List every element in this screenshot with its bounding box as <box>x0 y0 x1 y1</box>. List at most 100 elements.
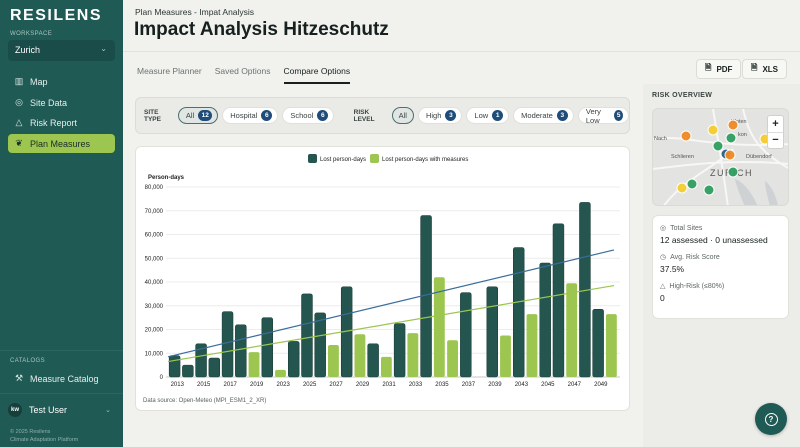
legend-swatch <box>370 154 379 163</box>
map-lake <box>765 181 778 205</box>
file-icon: 🗎 <box>751 63 758 72</box>
map-canvas[interactable]: KlotenNachSchlierenDübendorfZURICHkon <box>653 109 789 206</box>
filter-chip-site-all[interactable]: All 12 <box>177 107 219 124</box>
data-source: Data source: Open-Meteo (MPI_ESM1_2_XR) <box>143 398 267 404</box>
gauge-icon: ◷ <box>660 254 667 261</box>
help-icon: ? <box>764 412 778 426</box>
map-road <box>653 136 788 147</box>
sidebar-item-site-data[interactable]: ◎ Site Data <box>8 93 115 112</box>
bar-lost-person-days <box>460 292 472 378</box>
bar-lost-person-days <box>195 343 207 378</box>
filter-chip-moderate[interactable]: Moderate 3 <box>513 107 574 124</box>
y-tick-label: 20,000 <box>145 328 164 334</box>
stat-label-text: High-Risk (≤80%) <box>669 282 725 290</box>
map-place-label: Schlieren <box>671 154 694 160</box>
bar-lost-person-days <box>513 247 525 378</box>
x-tick-label: 2023 <box>276 382 290 388</box>
filter-chip-risk-all[interactable]: All <box>391 107 414 124</box>
map-marker-very-low <box>712 140 724 152</box>
chip-label: High <box>425 111 442 120</box>
bar-lost-person-days <box>393 323 406 378</box>
avatar: kw <box>8 403 22 417</box>
tagline: Climate Adaptation Platform <box>10 437 79 443</box>
workspace-select[interactable]: Zurich ⌄ <box>8 40 115 61</box>
export-xls-button[interactable]: 🗎 XLS <box>742 59 787 79</box>
y-tick-label: 80,000 <box>145 185 164 191</box>
chip-label: All <box>185 111 195 120</box>
y-axis-label: Person-days <box>148 175 185 181</box>
zoom-in-button[interactable]: + <box>772 117 779 130</box>
x-tick-label: 2017 <box>224 382 238 388</box>
bar-with-measures <box>500 335 511 377</box>
target-icon: ◎ <box>660 225 667 232</box>
chart-card: 0 10,000 20,000 30,000 40,000 50,000 60,000 70,… <box>135 146 630 411</box>
user-menu[interactable]: kw Test User ⌄ <box>8 401 115 419</box>
map-place-label: Nach <box>654 136 667 142</box>
map-marker-very-low <box>703 184 715 196</box>
sidebar-item-label: Measure Catalog <box>30 373 99 384</box>
map-marker-very-low <box>686 178 698 190</box>
export-pdf-button[interactable]: 🗎 PDF <box>696 59 742 79</box>
chip-label: Very Low <box>585 106 601 125</box>
sidebar-item-label: Map <box>30 76 48 87</box>
x-tick-label: 2035 <box>435 382 449 388</box>
count-badge: 12 <box>198 110 213 121</box>
sidebar-item-plan-measures[interactable]: ❦ Plan Measures <box>8 134 115 153</box>
tab-saved-options[interactable]: Saved Options <box>214 66 271 76</box>
user-name: Test User <box>29 405 68 415</box>
filter-chip-low[interactable]: Low 1 <box>466 107 510 124</box>
sidebar-item-risk-report[interactable]: △ Risk Report <box>8 113 115 132</box>
workspace-label: WORKSPACE <box>10 31 53 37</box>
map-marker-high <box>727 119 739 131</box>
map-lake <box>735 179 758 205</box>
trendline-with-measures <box>167 284 615 363</box>
divider <box>0 393 123 394</box>
legend-label: Lost person-days with measures <box>382 157 468 163</box>
filter-chip-high[interactable]: High 3 <box>417 107 463 124</box>
map-place-label: Kloten <box>731 119 747 125</box>
help-button[interactable]: ? <box>755 403 787 435</box>
catalog-label: CATALOGS <box>10 358 45 364</box>
x-tick-label: 2015 <box>197 382 211 388</box>
bar-lost-person-days <box>314 312 326 378</box>
divider <box>123 51 800 52</box>
footer: © 2025 Resilens Climate Adaptation Platf… <box>10 428 78 444</box>
copyright: © 2025 Resilens <box>10 429 51 435</box>
bar-with-measures <box>328 344 339 377</box>
risk-map[interactable]: KlotenNachSchlierenDübendorfZURICHkon + … <box>652 108 789 206</box>
map-marker-moderate <box>676 182 688 194</box>
filter-chip-very-low[interactable]: Very Low 5 <box>577 106 629 125</box>
leaf-icon: ❦ <box>15 138 23 148</box>
x-tick-label: 2019 <box>250 382 264 388</box>
bar-lost-person-days <box>486 286 498 378</box>
map-marker-very-low <box>727 166 739 178</box>
bar-lost-person-days <box>539 262 551 378</box>
x-tick-label: 2037 <box>462 382 476 388</box>
tab-compare-options[interactable]: Compare Options <box>283 66 351 84</box>
count-badge: 1 <box>492 110 504 121</box>
bar-with-measures <box>447 340 458 377</box>
zoom-out-button[interactable]: − <box>768 131 783 148</box>
stat-high-risk-value: 0 <box>660 293 665 303</box>
export-pdf-label: PDF <box>716 64 733 74</box>
sidebar-item-measure-catalog[interactable]: ⚒ Measure Catalog <box>8 369 115 388</box>
map-road <box>653 160 788 170</box>
stats-card: ◎ Total Sites 12 assessed · 0 unassessed… <box>652 215 789 319</box>
bar-lost-person-days <box>367 343 379 378</box>
legend-swatch <box>308 154 317 163</box>
map-icon: ▥ <box>14 76 24 86</box>
map-zoom-control: + − <box>767 115 784 149</box>
filter-chip-hospital[interactable]: Hospital 6 <box>222 107 279 124</box>
filter-chip-school[interactable]: School 6 <box>282 107 335 124</box>
bar-with-measures <box>407 333 419 377</box>
workspace-value: Zurich <box>15 45 41 55</box>
sidebar-item-map[interactable]: ▥ Map <box>8 72 115 91</box>
count-badge: 3 <box>556 110 568 121</box>
bar-lost-person-days <box>221 311 234 378</box>
stat-total-sites-value: 12 assessed · 0 unassessed <box>660 235 768 245</box>
tab-measure-planner[interactable]: Measure Planner <box>137 66 202 76</box>
x-tick-label: 2033 <box>409 382 423 388</box>
stat-total-sites-label: ◎ Total Sites <box>660 224 781 233</box>
breadcrumb: Plan Measures - Impat Analysis <box>135 7 255 17</box>
y-tick-label: 30,000 <box>145 304 164 310</box>
